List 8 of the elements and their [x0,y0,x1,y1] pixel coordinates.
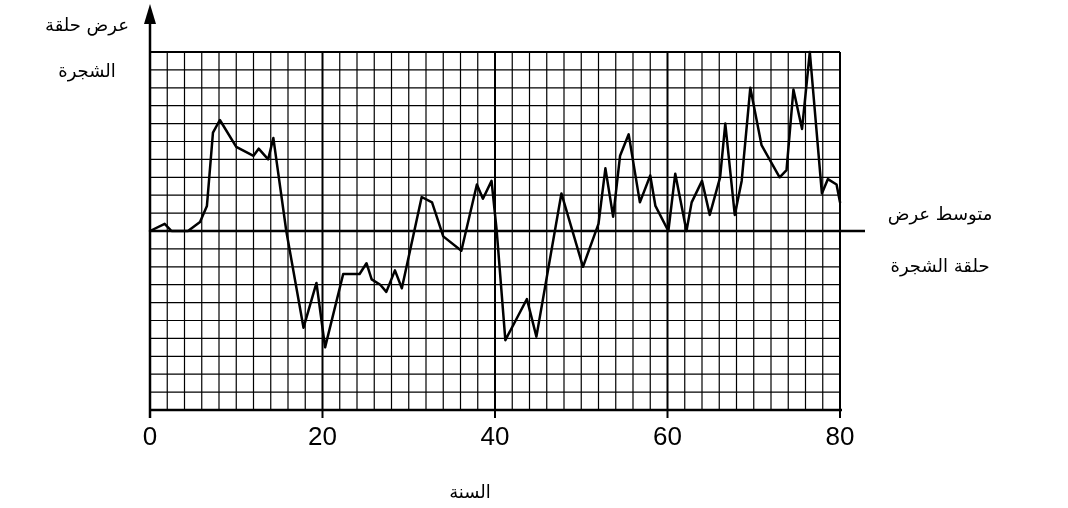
x-tick-label: 60 [653,421,682,451]
x-tick-label: 80 [825,421,855,451]
x-axis-title: السنة [448,480,492,504]
x-tick-label: 40 [480,421,510,451]
text: متوسط عرض حلقة الشجرة [887,203,993,276]
x-tick-label: 20 [308,421,337,451]
x-tick-label: 0 [142,421,158,451]
text: عرض حلقة الشجرة [45,14,129,81]
